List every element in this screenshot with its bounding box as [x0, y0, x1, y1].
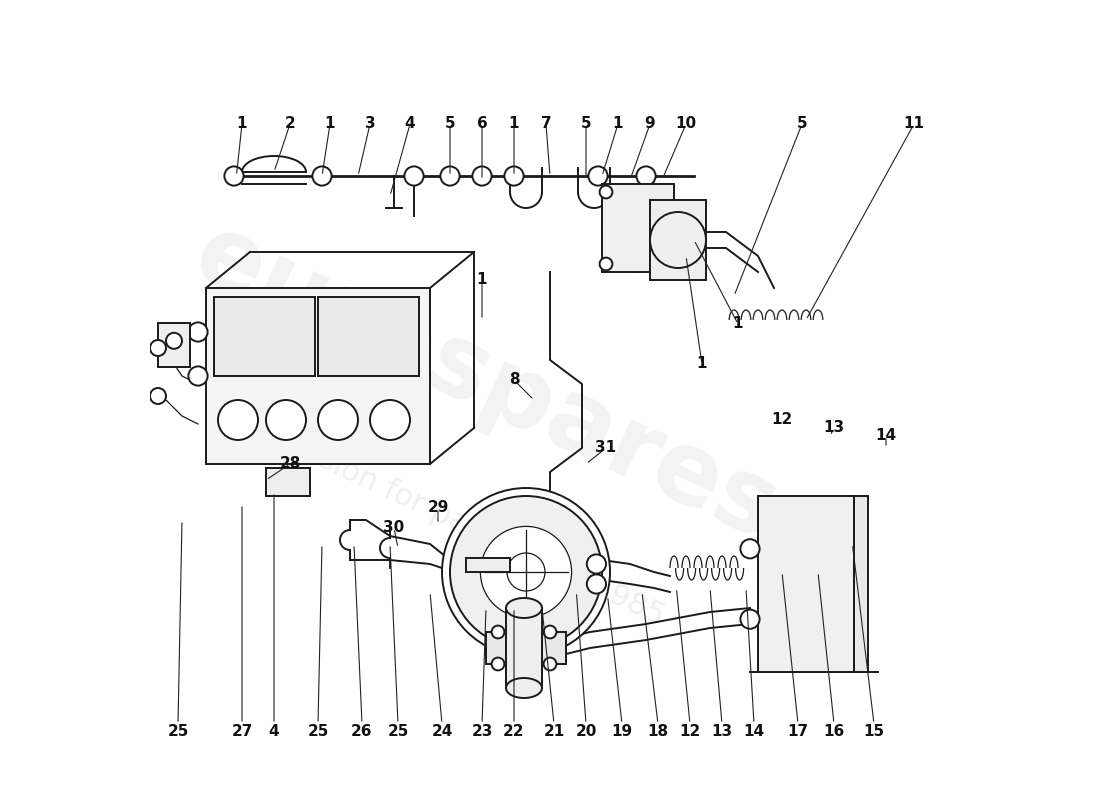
Ellipse shape: [506, 598, 542, 618]
Circle shape: [492, 626, 505, 638]
Text: 31: 31: [595, 441, 617, 455]
Circle shape: [600, 186, 613, 198]
Text: 1: 1: [324, 117, 336, 131]
Text: 18: 18: [648, 725, 669, 739]
Text: 25: 25: [167, 725, 189, 739]
Circle shape: [312, 166, 331, 186]
Text: 9: 9: [645, 117, 656, 131]
Text: 16: 16: [824, 725, 845, 739]
Text: 15: 15: [864, 725, 884, 739]
Bar: [318, 297, 419, 376]
Circle shape: [405, 166, 424, 186]
Circle shape: [450, 496, 602, 648]
Circle shape: [588, 166, 607, 186]
Circle shape: [481, 526, 572, 618]
Text: 20: 20: [575, 725, 596, 739]
Bar: [486, 632, 566, 664]
Text: 13: 13: [824, 421, 845, 435]
Bar: [466, 558, 510, 572]
Text: 5: 5: [581, 117, 592, 131]
Bar: [854, 496, 868, 672]
Text: 6: 6: [476, 117, 487, 131]
Text: 30: 30: [384, 521, 405, 535]
Text: 4: 4: [268, 725, 279, 739]
Text: 3: 3: [365, 117, 375, 131]
Text: 7: 7: [541, 117, 551, 131]
Text: 14: 14: [876, 429, 896, 443]
Text: 28: 28: [279, 457, 300, 471]
Text: 25: 25: [307, 725, 329, 739]
Circle shape: [505, 166, 524, 186]
Circle shape: [740, 610, 760, 629]
Circle shape: [637, 166, 656, 186]
Text: 1: 1: [236, 117, 248, 131]
Bar: [206, 288, 430, 464]
Circle shape: [492, 658, 505, 670]
Circle shape: [150, 388, 166, 404]
Circle shape: [507, 553, 544, 591]
Text: 17: 17: [788, 725, 808, 739]
Text: 1: 1: [508, 117, 519, 131]
Text: 12: 12: [771, 413, 793, 427]
Text: 22: 22: [504, 725, 525, 739]
Text: 25: 25: [387, 725, 409, 739]
Bar: [214, 297, 315, 376]
Circle shape: [440, 166, 460, 186]
Circle shape: [266, 400, 306, 440]
Text: 1: 1: [476, 273, 487, 287]
Text: 4: 4: [405, 117, 416, 131]
Circle shape: [318, 400, 358, 440]
Text: 5: 5: [444, 117, 455, 131]
Text: 1: 1: [613, 117, 624, 131]
Bar: [650, 200, 706, 280]
Circle shape: [150, 340, 166, 356]
Circle shape: [370, 400, 410, 440]
Text: a passion for parts since 1985: a passion for parts since 1985: [239, 410, 669, 630]
Text: 1: 1: [696, 357, 707, 371]
Circle shape: [224, 166, 243, 186]
Bar: [602, 184, 674, 272]
Circle shape: [166, 333, 182, 349]
Text: 13: 13: [712, 725, 733, 739]
Text: 27: 27: [231, 725, 253, 739]
Bar: [758, 496, 854, 672]
Circle shape: [740, 539, 760, 558]
Circle shape: [188, 366, 208, 386]
Text: eurospares: eurospares: [179, 206, 793, 562]
Text: 14: 14: [744, 725, 764, 739]
Text: 5: 5: [796, 117, 807, 131]
Text: 1: 1: [733, 317, 744, 331]
Circle shape: [188, 322, 208, 342]
Text: 10: 10: [675, 117, 696, 131]
Text: 23: 23: [471, 725, 493, 739]
Bar: [506, 608, 542, 688]
Circle shape: [442, 488, 611, 656]
Circle shape: [586, 574, 606, 594]
Circle shape: [600, 258, 613, 270]
Text: 11: 11: [903, 117, 924, 131]
Bar: [266, 468, 310, 496]
Text: 26: 26: [351, 725, 373, 739]
Circle shape: [586, 554, 606, 574]
Circle shape: [472, 166, 492, 186]
Circle shape: [650, 212, 706, 268]
Text: 29: 29: [427, 501, 449, 515]
Text: 2: 2: [285, 117, 296, 131]
Text: 24: 24: [431, 725, 453, 739]
Ellipse shape: [506, 678, 542, 698]
Circle shape: [543, 626, 557, 638]
Text: 8: 8: [508, 373, 519, 387]
Text: 12: 12: [680, 725, 701, 739]
Text: 21: 21: [543, 725, 564, 739]
Circle shape: [543, 658, 557, 670]
Circle shape: [218, 400, 258, 440]
Bar: [158, 323, 190, 367]
Text: 19: 19: [612, 725, 632, 739]
